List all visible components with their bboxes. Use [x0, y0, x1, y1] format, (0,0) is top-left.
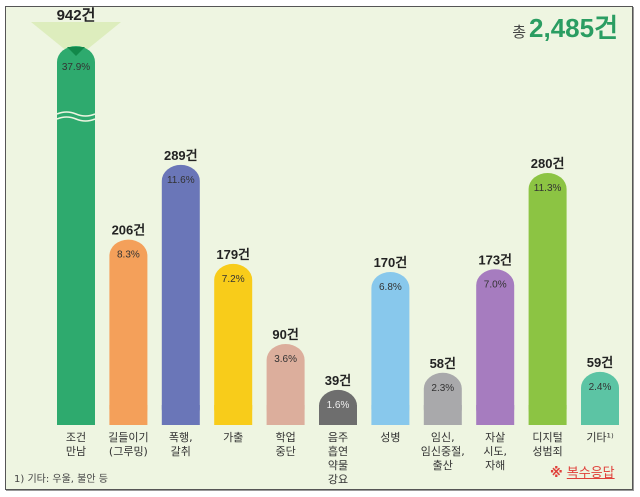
axis-break — [56, 116, 96, 122]
note-mark: ※ — [550, 466, 563, 481]
total-count: 총 2,485건 — [512, 8, 618, 45]
percent-label: 6.8% — [379, 282, 402, 293]
bar-base — [528, 405, 567, 425]
bar — [266, 344, 305, 425]
percent-label: 37.9% — [62, 62, 90, 73]
bar — [214, 263, 253, 425]
category-label: 폭행, 갈취 — [168, 431, 193, 458]
bar — [371, 272, 410, 425]
total-value: 2,485건 — [529, 13, 618, 43]
axis-break — [56, 111, 96, 117]
bar-base — [57, 405, 95, 425]
percent-label: 7.2% — [222, 274, 245, 285]
bar-base — [319, 405, 357, 425]
value-label: 942건 — [57, 7, 96, 24]
bar — [476, 269, 515, 425]
value-label: 289건 — [164, 148, 198, 163]
percent-label: 2.3% — [431, 383, 454, 394]
percent-label: 11.6% — [167, 175, 195, 186]
percent-label: 8.3% — [117, 250, 140, 261]
category-label: 성병 — [380, 431, 401, 444]
category-label: 가출 — [223, 431, 244, 444]
percent-label: 2.4% — [589, 382, 612, 393]
value-label: 90건 — [272, 327, 298, 342]
value-label: 173건 — [478, 252, 512, 267]
value-label: 206건 — [112, 223, 146, 238]
value-label: 170건 — [374, 255, 408, 270]
category-label: 자살 시도, 자해 — [483, 431, 508, 472]
bar-base — [581, 405, 619, 425]
percent-label: 7.0% — [484, 279, 507, 290]
footnote: 1) 기타: 우울, 불안 등 — [14, 474, 108, 485]
multiple-response-note: ※ 복수응답 — [550, 462, 615, 481]
bar — [528, 173, 567, 425]
percent-label: 11.3% — [534, 183, 562, 194]
category-label: 디지털 성범죄 — [532, 431, 563, 458]
value-label: 39건 — [325, 373, 351, 388]
category-label: 조건 만남 — [65, 431, 87, 458]
bar-base — [161, 405, 200, 425]
bar — [57, 46, 95, 425]
category-label: 길들이기 (그루밍) — [108, 431, 149, 458]
bar — [109, 239, 148, 425]
category-label: 학업 중단 — [275, 431, 296, 458]
bar-base — [214, 405, 253, 425]
category-label: 기타¹⁾ — [586, 431, 614, 444]
bar-base — [266, 405, 305, 425]
value-label: 59건 — [587, 355, 613, 370]
value-label: 58건 — [430, 356, 456, 371]
percent-label: 3.6% — [274, 354, 297, 365]
bar-base — [476, 405, 515, 425]
bar-base — [423, 405, 462, 425]
percent-label: 1.6% — [327, 400, 350, 411]
note-text: 복수응답 — [566, 466, 615, 481]
bar-base — [371, 405, 410, 425]
value-label: 179건 — [216, 247, 250, 262]
bar-pointer — [67, 47, 85, 56]
total-prefix: 총 — [512, 24, 527, 41]
bar — [161, 164, 200, 425]
value-label: 280건 — [531, 156, 565, 171]
category-label: 음주 흡연 약물 강요 — [327, 431, 349, 486]
bar-base — [109, 405, 148, 425]
highlight-glow — [31, 22, 121, 52]
category-label: 임신, 임신중절, 출산 — [420, 431, 465, 472]
